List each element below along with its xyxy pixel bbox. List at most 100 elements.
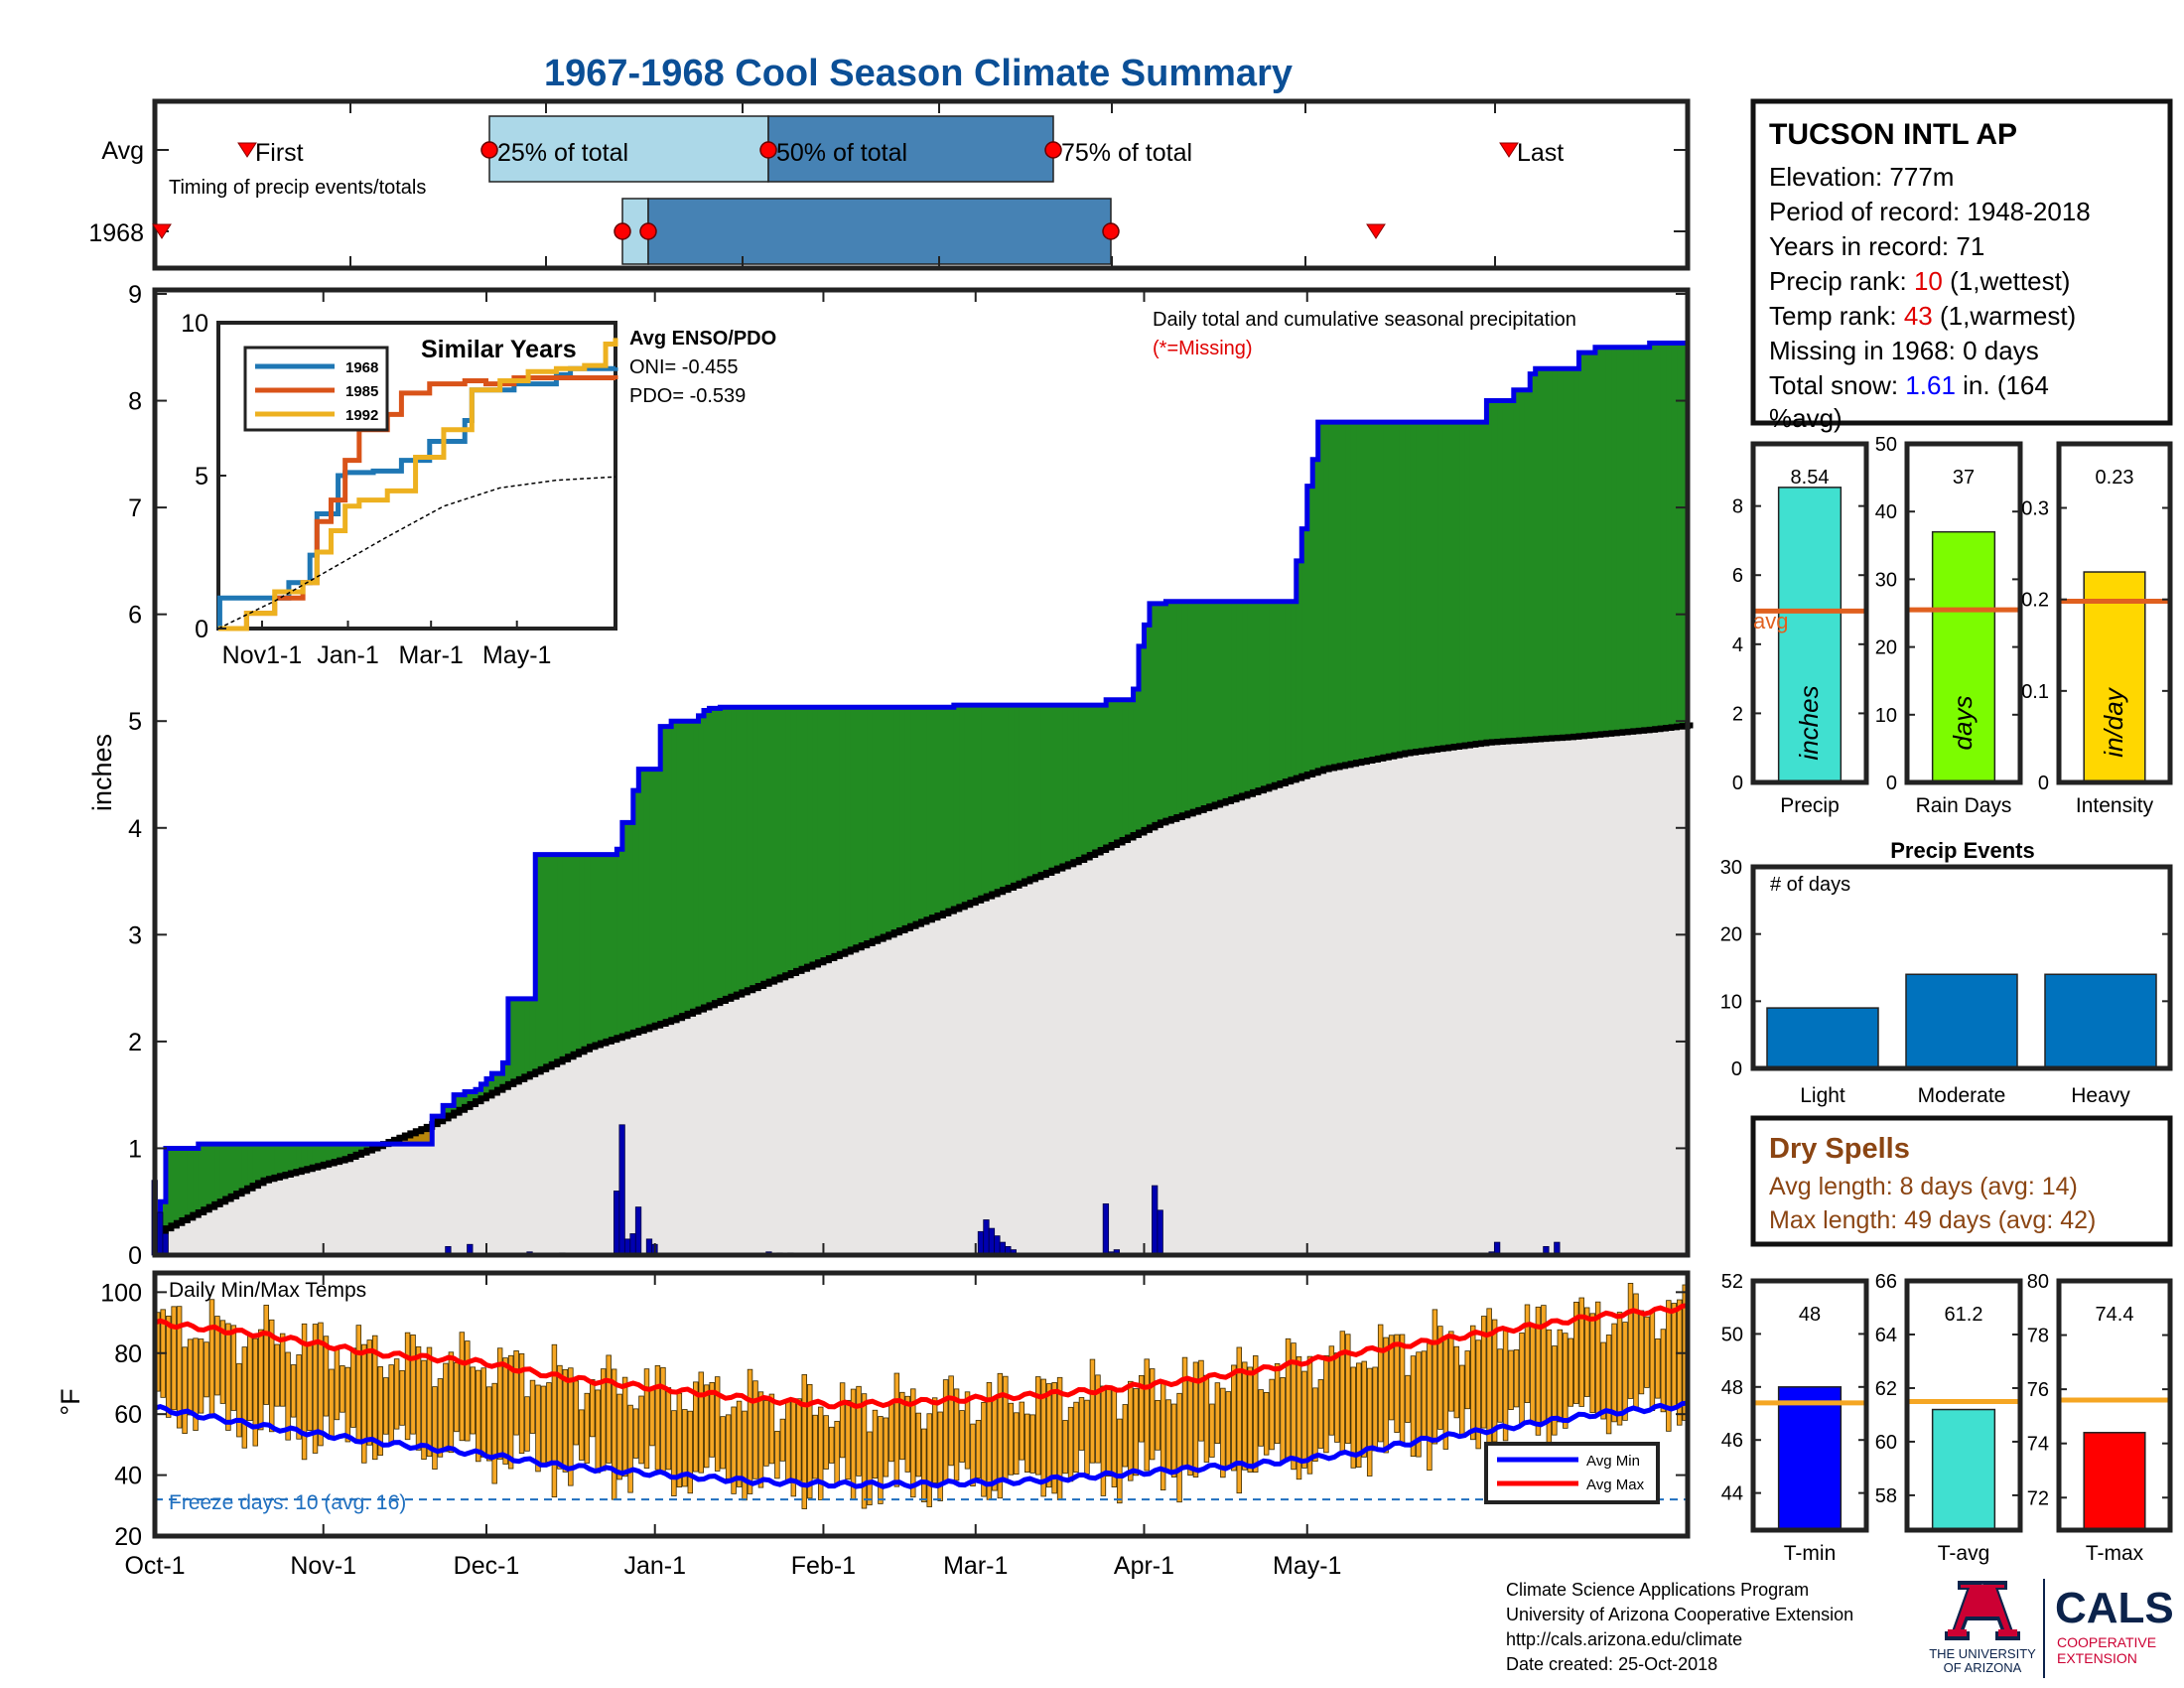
above-avg-fill [801, 707, 808, 968]
daily-temp-bar [1655, 1337, 1661, 1399]
daily-temp-bar [1427, 1342, 1433, 1472]
above-avg-fill [1568, 368, 1574, 738]
above-avg-fill [937, 707, 944, 914]
daily-temp-bar [997, 1372, 1004, 1499]
above-avg-fill [953, 705, 960, 909]
daily-temp-bar [410, 1335, 416, 1435]
above-avg-fill [942, 707, 949, 913]
daily-precip-bar [1157, 1209, 1163, 1256]
daily-temp-bar [1198, 1359, 1204, 1442]
daily-temp-bar [861, 1393, 868, 1509]
above-avg-fill [757, 707, 764, 985]
above-avg-fill [193, 1148, 200, 1214]
tmax-value-label: 74.4 [2096, 1304, 2134, 1326]
daily-temp-bar [638, 1395, 644, 1465]
daily-temp-bar [1209, 1403, 1215, 1458]
above-avg-fill [1003, 705, 1010, 890]
daily-temp-bar [1437, 1326, 1443, 1430]
above-avg-fill [573, 854, 580, 1054]
daily-temp-bar [1638, 1310, 1645, 1395]
daily-temp-bar [1583, 1307, 1590, 1397]
above-avg-fill [616, 849, 623, 1038]
events-title: Precip Events [1890, 838, 2035, 863]
daily-temp-bar [470, 1366, 477, 1435]
page-title: 1967-1968 Cool Season Climate Summary [544, 53, 1293, 94]
below-avg-fill [410, 1132, 417, 1145]
event-bar-moderate [1905, 973, 2018, 1069]
daily-temp-bar [1242, 1361, 1248, 1471]
above-avg-fill [350, 1144, 357, 1156]
above-avg-fill [709, 708, 716, 1005]
above-avg-fill [1627, 347, 1634, 732]
dry-max-length: Max length: 49 days (avg: 42) [1769, 1206, 2096, 1234]
dry-spells-box: Dry Spells Avg length: 8 days (avg: 14) … [1750, 1115, 2173, 1247]
above-avg-fill [823, 707, 830, 960]
above-avg-fill [1448, 422, 1455, 748]
above-avg-fill [1073, 705, 1080, 862]
freeze-days: Freeze days: 10 (avg. 16) [169, 1491, 406, 1514]
above-avg-fill [992, 705, 999, 894]
above-avg-fill [828, 707, 835, 957]
daily-temp-bar [812, 1414, 818, 1479]
events-tick-label: 30 [1720, 857, 1742, 879]
daily-temp-bar [1361, 1360, 1367, 1458]
above-avg-fill [443, 1105, 450, 1117]
y-tick-label: 7 [128, 494, 142, 522]
above-avg-fill [1469, 422, 1477, 745]
above-avg-fill [714, 708, 722, 1003]
daily-precip-bar [988, 1227, 996, 1256]
daily-temp-bar [344, 1366, 351, 1443]
x-tick-label: Feb-1 [791, 1552, 856, 1580]
cals-logo: CALS COOPERATIVE EXTENSION [2055, 1584, 2174, 1666]
daily-temp-bar [393, 1358, 400, 1430]
rain-days-tick-label: 30 [1875, 569, 1897, 591]
daily-temp-bar [426, 1346, 433, 1458]
daily-temp-bar [768, 1393, 775, 1465]
sim-y-tick-label: 0 [195, 616, 208, 643]
daily-temp-bar [459, 1332, 466, 1442]
above-avg-fill [1416, 422, 1423, 752]
y-tick-label: 2 [128, 1029, 142, 1056]
daily-temp-bar [1421, 1350, 1428, 1441]
intensity-frame [2056, 441, 2173, 785]
above-avg-fill [1306, 486, 1313, 774]
daily-temp-bar [1622, 1322, 1628, 1421]
above-avg-fill [1328, 422, 1335, 769]
above-avg-fill [736, 707, 743, 994]
daily-temp-bar [1285, 1337, 1292, 1461]
x-tick-label: Mar-1 [943, 1552, 1008, 1580]
daily-temp-bar [1399, 1334, 1406, 1445]
rain-days-xlabel: Rain Days [1916, 794, 2012, 817]
above-avg-fill [1394, 422, 1401, 756]
x-tick-label: Jan-1 [623, 1552, 686, 1580]
daily-temp-bar [258, 1329, 264, 1431]
above-avg-fill [926, 707, 933, 919]
tavg-tick-label: 64 [1875, 1325, 1897, 1346]
events-tick-label: 0 [1731, 1058, 1742, 1080]
tavg-tick-label: 62 [1875, 1378, 1897, 1400]
daily-temp-bar [1095, 1374, 1101, 1464]
tmax-tick-label: 80 [2027, 1271, 2049, 1293]
coop-line1: COOPERATIVE [2057, 1634, 2156, 1650]
daily-temp-bar [1552, 1345, 1558, 1436]
daily-temp-bar [1100, 1385, 1107, 1496]
above-avg-fill [1187, 601, 1194, 813]
daily-precip-bar [977, 1230, 985, 1256]
daily-temp-bar [785, 1399, 791, 1483]
daily-temp-bar [1122, 1404, 1129, 1468]
intensity-tick-label: 0.1 [2021, 681, 2049, 703]
daily-temp-bar [698, 1371, 704, 1474]
daily-temp-bar [964, 1391, 971, 1470]
above-avg-fill [796, 707, 803, 970]
daily-temp-bar [361, 1343, 367, 1464]
intensity-tick-label: 0 [2038, 773, 2049, 794]
daily-temp-bar [643, 1368, 650, 1470]
university-of-arizona-logo: THE UNIVERSITY OF ARIZONA [1929, 1581, 2036, 1675]
daily-temp-bar [301, 1323, 308, 1461]
above-avg-fill [1019, 705, 1025, 883]
daily-temp-bar [1410, 1355, 1417, 1458]
above-avg-fill [1677, 343, 1684, 727]
daily-temp-bar [1155, 1399, 1160, 1451]
daily-precip-bar [618, 1124, 625, 1256]
daily-temp-bar [507, 1354, 514, 1470]
